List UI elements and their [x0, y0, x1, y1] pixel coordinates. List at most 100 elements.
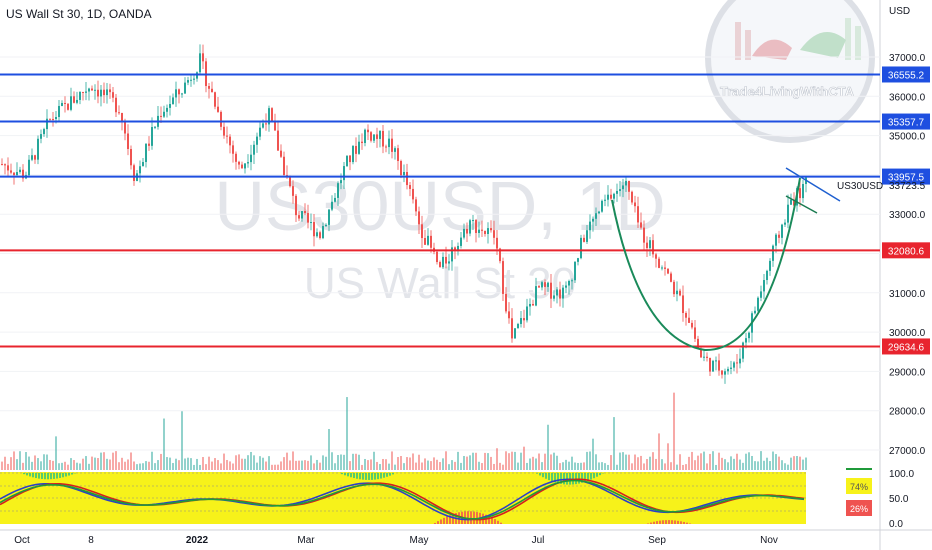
- candle-body: [727, 368, 729, 372]
- volume-bar: [376, 461, 378, 470]
- volume-bar: [688, 456, 690, 470]
- candle-body: [799, 188, 801, 199]
- oscillator-panel[interactable]: 74% 26% 100.0 50.0 0.0: [0, 468, 914, 530]
- candle-body: [649, 240, 651, 249]
- volume-bar: [136, 464, 138, 470]
- volume-bar: [514, 451, 516, 470]
- candle-body: [523, 318, 525, 321]
- candle-body: [466, 228, 468, 234]
- volume-bar: [676, 464, 678, 470]
- time-tick-label: Sep: [648, 535, 666, 546]
- candle-body: [31, 155, 33, 160]
- volume-bar: [610, 455, 612, 470]
- volume-bar: [367, 460, 369, 470]
- candle-body: [556, 289, 558, 296]
- candle-body: [427, 235, 429, 245]
- volume-bar: [262, 457, 264, 470]
- candle-body: [181, 93, 183, 95]
- candle-body: [505, 293, 507, 312]
- candle-body: [676, 290, 678, 295]
- time-axis[interactable]: Oct 8 2022 Mar May Jul Sep Nov: [14, 535, 778, 546]
- volume-bar: [100, 452, 102, 470]
- candle-body: [709, 357, 711, 372]
- volume-bar: [559, 463, 561, 470]
- candle-body: [193, 78, 195, 80]
- volume-bar: [601, 462, 603, 470]
- oscillator-bar: [650, 522, 652, 524]
- candle-body: [421, 224, 423, 239]
- chart-title: US Wall St 30, 1D, OANDA: [6, 7, 152, 21]
- volume-bar: [91, 456, 93, 470]
- volume-bar: [238, 454, 240, 470]
- volume-bar: [355, 453, 357, 470]
- candle-body: [73, 96, 75, 103]
- cup-pattern-curve[interactable]: [611, 177, 801, 352]
- volume-bar: [217, 460, 219, 470]
- wedge-upper-trendline[interactable]: [785, 167, 841, 202]
- price-tick-label: 30000.0: [889, 328, 926, 339]
- candle-body: [109, 89, 111, 93]
- volume-bar: [295, 460, 297, 470]
- candle-body: [307, 213, 309, 223]
- volume-bar: [268, 456, 270, 470]
- candle-body: [70, 96, 72, 110]
- candle-body: [424, 238, 426, 245]
- oscillator-bar: [29, 473, 31, 477]
- candle-body: [292, 186, 294, 196]
- volume-bar: [718, 452, 720, 470]
- oscillator-bar: [26, 473, 28, 476]
- volume-bar: [58, 463, 60, 470]
- volume-bar: [604, 463, 606, 470]
- volume-bar: [304, 460, 306, 470]
- volume-bar: [634, 454, 636, 470]
- oscillator-bar: [365, 473, 367, 480]
- wedge-lower-trendline[interactable]: [785, 195, 818, 214]
- level-tag-label: 35357.7: [888, 118, 925, 129]
- volume-bar: [565, 459, 567, 470]
- volume-bar: [475, 452, 477, 470]
- volume-bar: [517, 462, 519, 470]
- volume-bar: [22, 462, 24, 470]
- oscillator-bar: [545, 473, 547, 479]
- candle-body: [268, 108, 270, 125]
- candle-body: [343, 166, 345, 181]
- oscillator-bar: [35, 473, 37, 479]
- volume-bar: [10, 457, 12, 470]
- candle-body: [724, 371, 726, 375]
- volume-bar: [76, 462, 78, 470]
- candle-body: [142, 162, 144, 167]
- oscillator-bar: [50, 473, 52, 480]
- oscillator-bar: [446, 516, 448, 524]
- volume-bar: [445, 451, 447, 470]
- candle-body: [112, 92, 114, 98]
- volume-bar: [745, 453, 747, 470]
- grid-lines: [0, 56, 880, 451]
- volume-bar: [229, 461, 231, 470]
- oscillator-bar: [47, 473, 49, 480]
- volume-bar: [187, 457, 189, 470]
- time-tick-label: May: [410, 535, 429, 546]
- bull-icon: [800, 32, 846, 58]
- candle-body: [391, 138, 393, 152]
- oscillator-bar: [548, 473, 550, 481]
- price-tick-label: 36000.0: [889, 92, 926, 103]
- candle-body: [481, 229, 483, 231]
- candle-body: [613, 193, 615, 199]
- level-tag-label: 29634.6: [888, 342, 925, 353]
- candle-body: [586, 230, 588, 242]
- candle-body: [493, 230, 495, 238]
- volume-bar: [331, 452, 333, 470]
- level-tag-label: 36555.2: [888, 70, 925, 81]
- volume-bar: [697, 455, 699, 470]
- candle-body: [460, 237, 462, 246]
- candle-body: [604, 199, 606, 201]
- volume-bar: [739, 459, 741, 470]
- candle-body: [520, 318, 522, 324]
- candle-body: [685, 313, 687, 318]
- candle-body: [658, 258, 660, 268]
- oscillator-bar: [542, 473, 544, 478]
- candle-body: [442, 256, 444, 268]
- volume-bar: [361, 464, 363, 470]
- candle-body: [79, 91, 81, 100]
